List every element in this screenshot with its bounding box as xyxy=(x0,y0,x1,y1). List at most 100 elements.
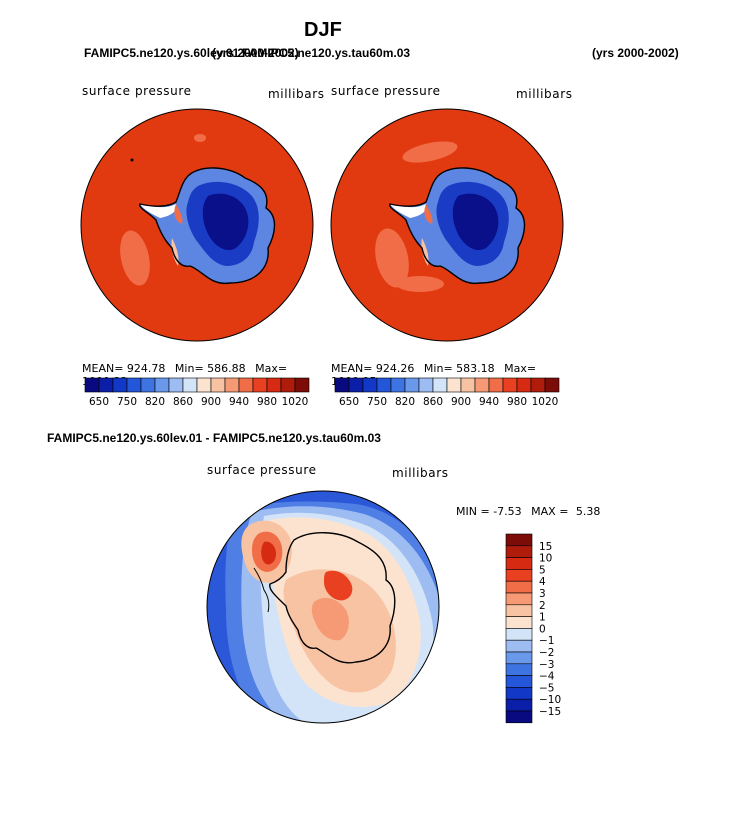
mean-label: MEAN= xyxy=(331,362,373,375)
colorbar-box xyxy=(182,377,198,393)
colorbar-box xyxy=(98,377,114,393)
colorbar-box xyxy=(112,377,128,393)
colorbar-box xyxy=(505,698,533,712)
colorbar-tick-label: 820 xyxy=(395,396,415,408)
colorbar-tick-label: 650 xyxy=(339,396,359,408)
panel3-variable-label: surface pressure xyxy=(207,463,317,477)
panel1-units-label: millibars xyxy=(268,87,325,101)
colorbar-box xyxy=(140,377,156,393)
map-border xyxy=(206,490,440,724)
max-label: Max= xyxy=(255,362,288,375)
colorbar-box xyxy=(505,663,533,676)
colorbar-box xyxy=(280,377,296,393)
map-border xyxy=(80,108,314,342)
colorbar-tick-label: 860 xyxy=(173,396,193,408)
colorbar-box xyxy=(474,377,490,393)
colorbar-box xyxy=(505,651,533,665)
colorbar-box xyxy=(432,377,448,393)
panel1-case-title: FAMIPC5.ne120.ys.60lev.01 xyxy=(84,46,240,60)
colorbar-box xyxy=(252,377,268,393)
colorbar-tick-label: 900 xyxy=(201,396,221,408)
colorbar-box xyxy=(294,377,310,393)
colorbar-box xyxy=(505,604,533,617)
min-label: MIN = xyxy=(456,505,490,518)
coastline xyxy=(139,167,276,284)
colorbar-box xyxy=(530,377,546,393)
colorbar-box xyxy=(505,710,533,724)
max-value: 5.38 xyxy=(575,505,601,518)
colorbar-box xyxy=(126,377,142,393)
colorbar-box xyxy=(446,377,462,393)
colorbar-tick-label: −4 xyxy=(539,671,555,683)
panel3-units-label: millibars xyxy=(392,466,449,480)
panel2-variable-label: surface pressure xyxy=(331,84,441,98)
min-label: Min= xyxy=(423,362,453,375)
colorbar-tick-label: 3 xyxy=(539,588,546,600)
panel3-stats: MIN = -7.53 MAX = 5.38 xyxy=(456,505,600,518)
colorbar-box xyxy=(210,377,226,393)
panel3-title: FAMIPC5.ne120.ys.60lev.01 - FAMIPC5.ne12… xyxy=(47,431,381,445)
colorbar-box xyxy=(544,377,560,393)
colorbar-box xyxy=(266,377,282,393)
panel2-case-title: FAMIPC5.ne120.ys.tau60m.03 xyxy=(242,46,411,60)
colorbar-tick-label: 980 xyxy=(257,396,277,408)
page-title: DJF xyxy=(304,19,342,41)
mean-value: 924.78 xyxy=(126,362,166,375)
min-value: 586.88 xyxy=(207,362,246,375)
max-label: MAX = xyxy=(531,505,569,518)
colorbar-box xyxy=(348,377,364,393)
colorbar-tick-label: −5 xyxy=(539,682,554,694)
colorbar-tick-label: 4 xyxy=(539,576,546,588)
colorbar-box xyxy=(505,545,533,558)
colorbar-box xyxy=(154,377,170,393)
colorbar-tick-label: 820 xyxy=(145,396,165,408)
panel2-period: (yrs 2000-2002) xyxy=(592,46,679,60)
colorbar-box xyxy=(238,377,254,393)
colorbar-box xyxy=(334,377,350,393)
colorbar-box xyxy=(505,616,533,629)
mean-value: 924.26 xyxy=(375,362,415,375)
colorbar-tick-label: 1020 xyxy=(282,396,309,408)
colorbar-tick-label: 2 xyxy=(539,600,546,612)
colorbar-box xyxy=(505,687,533,700)
panel1-variable-label: surface pressure xyxy=(82,84,192,98)
colorbar-tick-label: −2 xyxy=(539,647,554,659)
colorbar-tick-label: 5 xyxy=(539,564,546,576)
panel1-map xyxy=(80,108,314,342)
colorbar-tick-label: 0 xyxy=(539,623,546,635)
map-border xyxy=(330,108,564,342)
colorbar-box xyxy=(224,377,240,393)
colorbar-box xyxy=(505,592,533,606)
colorbar-box xyxy=(84,377,100,393)
min-label: Min= xyxy=(174,362,204,375)
coastline xyxy=(389,167,526,284)
colorbar-tick-label: 15 xyxy=(539,541,552,553)
max-label: Max= xyxy=(504,362,537,375)
colorbar-box xyxy=(505,557,533,570)
colorbar-tick-label: −10 xyxy=(539,694,561,706)
colorbar-box xyxy=(502,377,518,393)
colorbar-tick-label: 750 xyxy=(367,396,387,408)
panel2-map xyxy=(330,108,564,342)
colorbar-box xyxy=(505,533,533,547)
colorbar-tick-label: 1 xyxy=(539,612,546,624)
colorbar-tick-label: 940 xyxy=(479,396,499,408)
colorbar-box xyxy=(488,377,504,393)
colorbar-box xyxy=(516,377,532,393)
min-value: 583.18 xyxy=(456,362,495,375)
colorbar-box xyxy=(390,377,406,393)
colorbar-box xyxy=(168,377,184,393)
colorbar-tick-label: 900 xyxy=(451,396,471,408)
min-value: -7.53 xyxy=(493,505,522,518)
colorbar-box xyxy=(505,675,533,688)
panel2-colorbar: 650 750 820 860 900 940 980 1020 xyxy=(334,377,560,408)
colorbar-tick-label: 1020 xyxy=(532,396,559,408)
colorbar-box xyxy=(460,377,476,393)
colorbar-tick-label: 650 xyxy=(89,396,109,408)
panel3-map xyxy=(206,490,440,724)
colorbar-tick-label: 940 xyxy=(229,396,249,408)
colorbar-tick-label: 860 xyxy=(423,396,443,408)
colorbar-tick-label: −15 xyxy=(539,706,561,718)
colorbar-box xyxy=(376,377,392,393)
